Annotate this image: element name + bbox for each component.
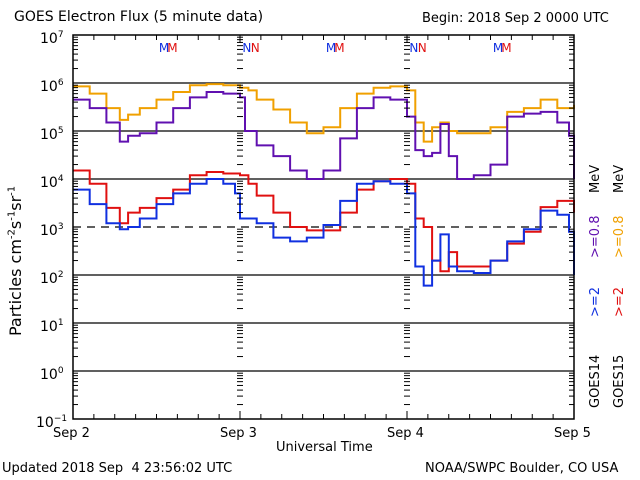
y-tick-label: 100 xyxy=(40,364,64,382)
y-label-exp3: -1 xyxy=(6,185,18,196)
marker-m: M xyxy=(167,41,177,55)
marker-n: N xyxy=(418,41,427,55)
legend-unit: MeV xyxy=(612,164,627,193)
legend-satellite: GOES14 xyxy=(588,354,603,408)
series-lines xyxy=(73,83,575,287)
updated-timestamp: Updated 2018 Sep 4 23:56:02 UTC xyxy=(2,461,233,476)
y-tick-base: 10 xyxy=(40,79,58,95)
y-tick-label: 105 xyxy=(40,124,64,142)
y-tick-label: 107 xyxy=(40,28,64,46)
legend-entry-2mev: >=2 xyxy=(588,286,603,317)
axis-ticks xyxy=(72,35,575,419)
plot-frame xyxy=(72,34,575,420)
y-tick-exp: 2 xyxy=(57,270,64,280)
chart-title: GOES Electron Flux (5 minute data) xyxy=(14,9,264,25)
y-tick-label: 101 xyxy=(40,316,64,334)
y-tick-exp: −1 xyxy=(53,414,68,424)
y-tick-base: 10 xyxy=(40,367,58,383)
legend-entry-0-8mev: >=0.8 xyxy=(612,215,627,258)
y-tick-base: 10 xyxy=(36,415,54,431)
series-line-3 xyxy=(73,178,575,287)
marker-m: M xyxy=(493,41,503,55)
y-label-s: s xyxy=(6,220,25,230)
local-time-markers: MM N N MM N N MM xyxy=(159,41,512,55)
marker-m: M xyxy=(501,41,511,55)
y-label-base: Particles cm xyxy=(6,239,25,336)
y-tick-label: 10−1 xyxy=(36,412,67,430)
marker-n: N xyxy=(251,41,260,55)
y-tick-base: 10 xyxy=(40,127,58,143)
y-label-sr: sr xyxy=(6,195,25,211)
legend-satellite: GOES15 xyxy=(612,354,627,408)
marker-n: N xyxy=(242,41,251,55)
y-tick-label: 106 xyxy=(40,76,64,94)
x-tick-label: Sep 3 xyxy=(220,426,257,441)
y-axis-label: Particles cm-2s-1sr-1 xyxy=(6,186,25,336)
x-tick-label: Sep 4 xyxy=(387,426,424,441)
y-tick-exp: 5 xyxy=(57,126,64,136)
x-axis-label: Universal Time xyxy=(276,440,373,455)
y-label-exp2: -1 xyxy=(6,210,18,221)
x-tick-label: Sep 5 xyxy=(554,426,591,441)
y-tick-exp: 3 xyxy=(57,222,64,232)
y-tick-exp: 4 xyxy=(57,174,64,184)
marker-n: N xyxy=(409,41,418,55)
y-tick-exp: 0 xyxy=(57,366,64,376)
marker-m: M xyxy=(326,41,336,55)
legend-unit: MeV xyxy=(588,164,603,193)
y-tick-label: 102 xyxy=(40,268,64,286)
legend-entry-2mev: >=2 xyxy=(612,286,627,317)
y-tick-base: 10 xyxy=(40,271,58,287)
legend-entry-0-8mev: >=0.8 xyxy=(588,215,603,258)
y-tick-exp: 7 xyxy=(57,30,64,40)
y-tick-base: 10 xyxy=(40,175,58,191)
begin-label: Begin: 2018 Sep 2 0000 UTC xyxy=(422,11,609,26)
y-tick-base: 10 xyxy=(40,223,58,239)
series-line-2 xyxy=(73,169,575,273)
y-tick-label: 103 xyxy=(40,220,64,238)
marker-m: M xyxy=(159,41,169,55)
x-tick-label: Sep 2 xyxy=(53,426,90,441)
y-tick-base: 10 xyxy=(40,319,58,335)
y-tick-exp: 1 xyxy=(57,318,64,328)
y-tick-label: 104 xyxy=(40,172,64,190)
marker-m: M xyxy=(334,41,344,55)
y-tick-base: 10 xyxy=(40,31,58,47)
series-line-0 xyxy=(73,83,575,143)
credit-label: NOAA/SWPC Boulder, CO USA xyxy=(425,461,619,476)
y-tick-exp: 6 xyxy=(57,78,64,88)
y-label-exp1: -2 xyxy=(6,229,18,240)
series-line-1 xyxy=(73,91,575,180)
